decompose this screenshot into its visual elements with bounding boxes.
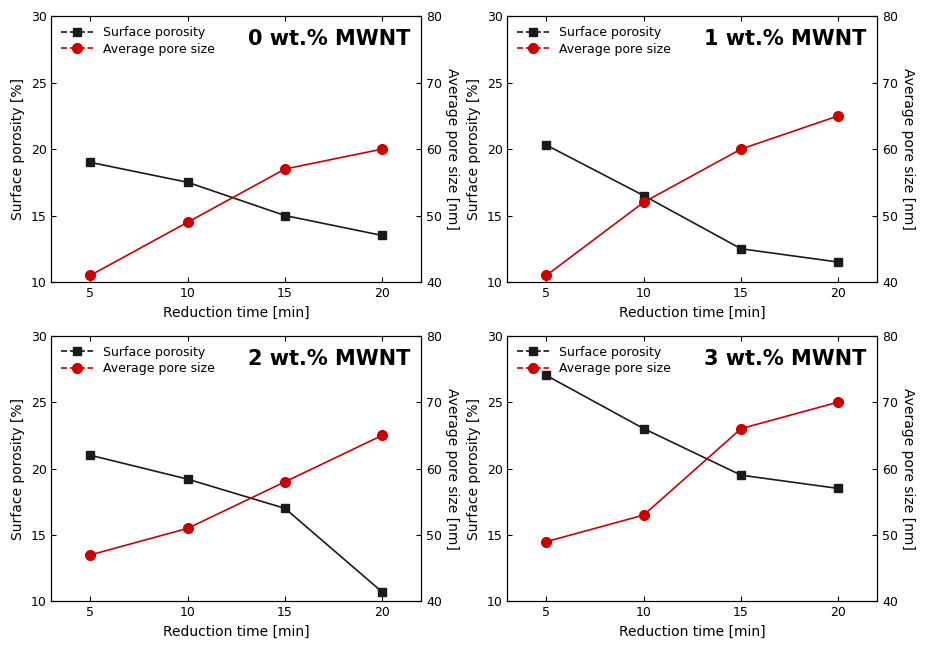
Y-axis label: Average pore size [nm]: Average pore size [nm] [444,68,459,230]
Average pore size [832,398,844,406]
Y-axis label: Average pore size [nm]: Average pore size [nm] [901,387,915,549]
Surface porosity [735,245,746,253]
Text: 0 wt.% MWNT: 0 wt.% MWNT [248,29,410,49]
Average pore size [85,551,96,559]
Average pore size [182,218,194,226]
Legend: Surface porosity, Average pore size: Surface porosity, Average pore size [514,342,674,379]
Line: Average pore size: Average pore size [85,430,387,560]
Text: 3 wt.% MWNT: 3 wt.% MWNT [704,349,866,369]
Average pore size [182,525,194,532]
Surface porosity [377,588,388,596]
Average pore size [638,511,649,519]
Legend: Surface porosity, Average pore size: Surface porosity, Average pore size [57,22,219,60]
Y-axis label: Surface porosity [%]: Surface porosity [%] [467,398,482,540]
Surface porosity [280,212,291,220]
Y-axis label: Surface porosity [%]: Surface porosity [%] [11,398,25,540]
Average pore size [735,424,746,432]
Y-axis label: Average pore size [nm]: Average pore size [nm] [901,68,915,230]
Line: Average pore size: Average pore size [542,397,844,547]
Surface porosity [541,372,552,380]
Legend: Surface porosity, Average pore size: Surface porosity, Average pore size [57,342,219,379]
Average pore size [832,112,844,120]
Line: Surface porosity: Surface porosity [543,371,843,493]
Surface porosity [541,141,552,149]
Surface porosity [832,484,844,492]
Surface porosity [638,192,649,200]
Surface porosity [377,231,388,239]
Average pore size [377,432,388,439]
Surface porosity [735,471,746,479]
Average pore size [280,165,291,173]
Line: Average pore size: Average pore size [85,144,387,280]
X-axis label: Reduction time [min]: Reduction time [min] [619,625,766,639]
Line: Average pore size: Average pore size [542,111,844,280]
Y-axis label: Average pore size [nm]: Average pore size [nm] [444,387,459,549]
Surface porosity [182,475,194,483]
Line: Surface porosity: Surface porosity [86,158,386,240]
Line: Surface porosity: Surface porosity [543,141,843,266]
Average pore size [280,478,291,486]
Average pore size [85,272,96,280]
Text: 2 wt.% MWNT: 2 wt.% MWNT [248,349,410,369]
X-axis label: Reduction time [min]: Reduction time [min] [163,625,309,639]
Average pore size [541,272,552,280]
Average pore size [638,198,649,206]
Surface porosity [638,424,649,432]
Average pore size [541,538,552,545]
Average pore size [377,145,388,153]
Surface porosity [85,159,96,166]
Surface porosity [832,258,844,266]
Y-axis label: Surface porosity [%]: Surface porosity [%] [467,78,482,220]
Surface porosity [85,451,96,459]
Surface porosity [182,178,194,186]
Line: Surface porosity: Surface porosity [86,451,386,596]
X-axis label: Reduction time [min]: Reduction time [min] [163,306,309,319]
Surface porosity [280,504,291,512]
Y-axis label: Surface porosity [%]: Surface porosity [%] [11,78,25,220]
Text: 1 wt.% MWNT: 1 wt.% MWNT [704,29,866,49]
Legend: Surface porosity, Average pore size: Surface porosity, Average pore size [514,22,674,60]
X-axis label: Reduction time [min]: Reduction time [min] [619,306,766,319]
Average pore size [735,145,746,153]
